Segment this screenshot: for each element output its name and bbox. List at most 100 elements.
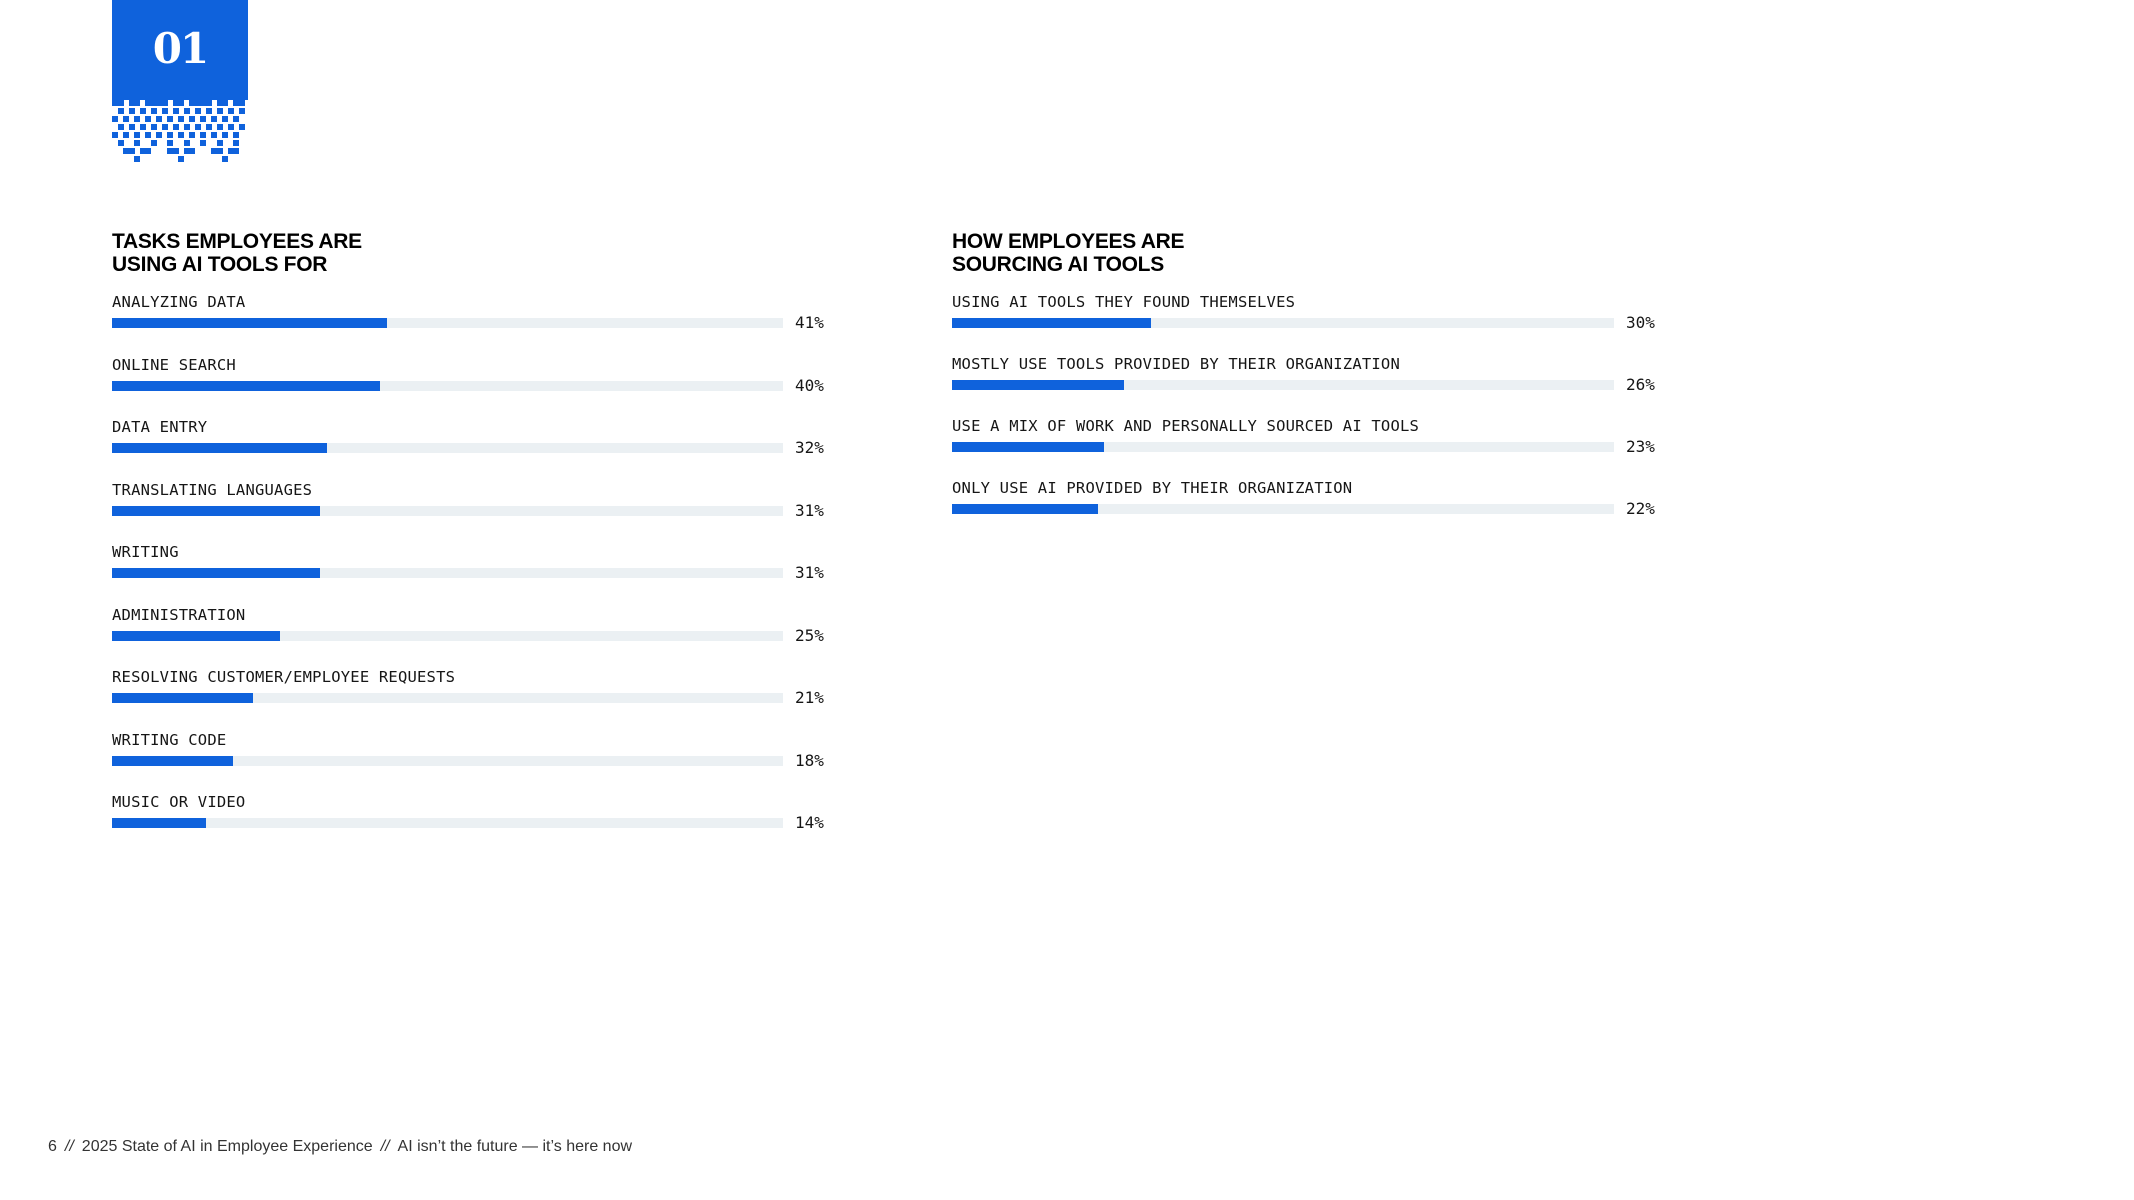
bar-row: WRITING CODE 18% [112, 731, 842, 794]
pixel [222, 132, 228, 138]
pixel [139, 124, 146, 130]
bar-fill [112, 818, 206, 828]
pixel [194, 108, 201, 114]
pixel [238, 124, 245, 130]
pixel [200, 132, 206, 138]
bar-row: DATA ENTRY 32% [112, 418, 842, 481]
bar-row: MOSTLY USE TOOLS PROVIDED BY THEIR ORGAN… [952, 355, 1682, 417]
pixel [150, 108, 157, 114]
pixel [161, 124, 168, 130]
pixel [172, 100, 179, 106]
bar-track [112, 630, 783, 641]
pixel [216, 140, 223, 146]
pixel [134, 140, 140, 146]
bar-value: 21% [795, 688, 824, 707]
title-line: TASKS EMPLOYEES ARE [112, 230, 362, 253]
pixel [216, 108, 223, 114]
pixel [222, 116, 228, 122]
bar-fill [112, 505, 320, 516]
pixel [178, 100, 184, 106]
pixel [200, 100, 206, 106]
pixel [156, 116, 162, 122]
page-number: 6 [48, 1138, 57, 1155]
pixel [134, 116, 140, 122]
pixel [183, 148, 190, 154]
pixel [238, 108, 245, 114]
footer-separator: // [380, 1138, 390, 1155]
pixel [167, 116, 173, 122]
pixel [145, 148, 151, 154]
section-title: AI isn’t the future — it’s here now [397, 1138, 633, 1155]
pixel [117, 108, 124, 114]
pixel-dissolve-decoration [112, 100, 248, 170]
bar-row: RESOLVING CUSTOMER/EMPLOYEE REQUESTS 21% [112, 668, 842, 731]
pixel [227, 148, 234, 154]
pixel [156, 132, 162, 138]
pixel [167, 140, 173, 146]
bar-fill [952, 504, 1098, 514]
bar-label: TRANSLATING LANGUAGES [112, 480, 313, 499]
pixel [183, 108, 190, 114]
bar-fill [112, 443, 327, 453]
report-title: 2025 State of AI in Employee Experience [81, 1138, 373, 1155]
pixel [183, 124, 190, 130]
bar-value: 18% [795, 750, 824, 770]
bar-value: 22% [1626, 499, 1655, 518]
pixel [117, 140, 124, 146]
pixel [216, 124, 223, 130]
pixel [189, 116, 195, 122]
pixel [233, 148, 239, 154]
pixel [134, 156, 140, 162]
bar-value: 30% [1626, 313, 1655, 332]
pixel [189, 100, 195, 106]
pixel [145, 132, 151, 138]
sourcing-chart-title: HOW EMPLOYEES ARE SOURCING AI TOOLS [952, 230, 1682, 276]
bar-value: 31% [795, 500, 824, 520]
pixel [222, 100, 228, 106]
pixel [172, 108, 179, 114]
pixel [134, 132, 140, 138]
bar-label: ONLINE SEARCH [112, 355, 236, 374]
pixel [222, 156, 228, 162]
pixel [112, 132, 118, 138]
pixel [167, 132, 173, 138]
pixel [150, 124, 157, 130]
bar-fill [952, 380, 1125, 390]
bar-track [952, 442, 1614, 452]
bar-fill [952, 442, 1105, 452]
pixel [227, 108, 234, 114]
pixel [183, 140, 190, 146]
bar-track [112, 568, 783, 578]
bar-track [112, 443, 783, 453]
pixel [205, 124, 212, 130]
section-number: 01 [152, 24, 209, 73]
pixel [139, 148, 146, 154]
bar-row: ONLINE SEARCH 40% [112, 356, 842, 419]
page-footer: 6 // 2025 State of AI in Employee Experien… [48, 1138, 632, 1156]
sourcing-chart: HOW EMPLOYEES ARE SOURCING AI TOOLS USIN… [952, 230, 1682, 541]
pixel [211, 132, 217, 138]
sourcing-chart-rows: USING AI TOOLS THEY FOUND THEMSELVES 30% M… [952, 293, 1682, 541]
pixel [156, 100, 162, 106]
pixel [123, 116, 129, 122]
tasks-chart-title: TASKS EMPLOYEES ARE USING AI TOOLS FOR [112, 230, 842, 276]
pixel [178, 116, 184, 122]
bar-track [112, 818, 783, 828]
pixel [233, 116, 239, 122]
bar-row: MUSIC OR VIDEO 14% [112, 793, 842, 856]
pixel [189, 148, 195, 154]
pixel [216, 100, 223, 106]
pixel [233, 100, 239, 106]
pixel [194, 100, 201, 106]
bar-label: ONLY USE AI PROVIDED BY THEIR ORGANIZATI… [952, 479, 1353, 497]
title-line: HOW EMPLOYEES ARE [952, 230, 1185, 253]
bar-track [112, 505, 783, 516]
bar-label: ANALYZING DATA [112, 293, 246, 311]
pixel [233, 140, 239, 146]
pixel [211, 148, 217, 154]
bar-value: 40% [795, 375, 824, 395]
tasks-chart-rows: ANALYZING DATA 41% ONLINE SEARCH 40% DATA EN… [112, 293, 842, 856]
pixel [205, 100, 212, 106]
bar-value: 23% [1626, 437, 1655, 456]
bar-row: WRITING 31% [112, 543, 842, 606]
